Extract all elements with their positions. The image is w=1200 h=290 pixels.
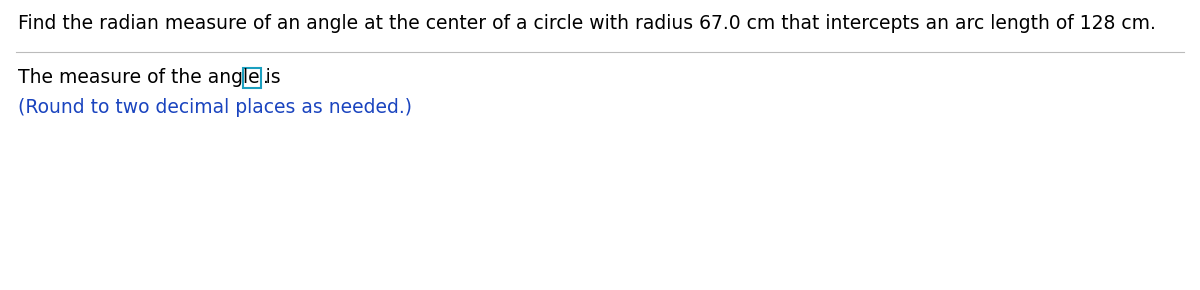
Text: Find the radian measure of an angle at the center of a circle with radius 67.0 c: Find the radian measure of an angle at t… [18,14,1156,33]
Text: The measure of the angle is: The measure of the angle is [18,68,287,87]
Text: (Round to two decimal places as needed.): (Round to two decimal places as needed.) [18,98,412,117]
Bar [244,68,262,88]
Text: .: . [264,68,269,87]
